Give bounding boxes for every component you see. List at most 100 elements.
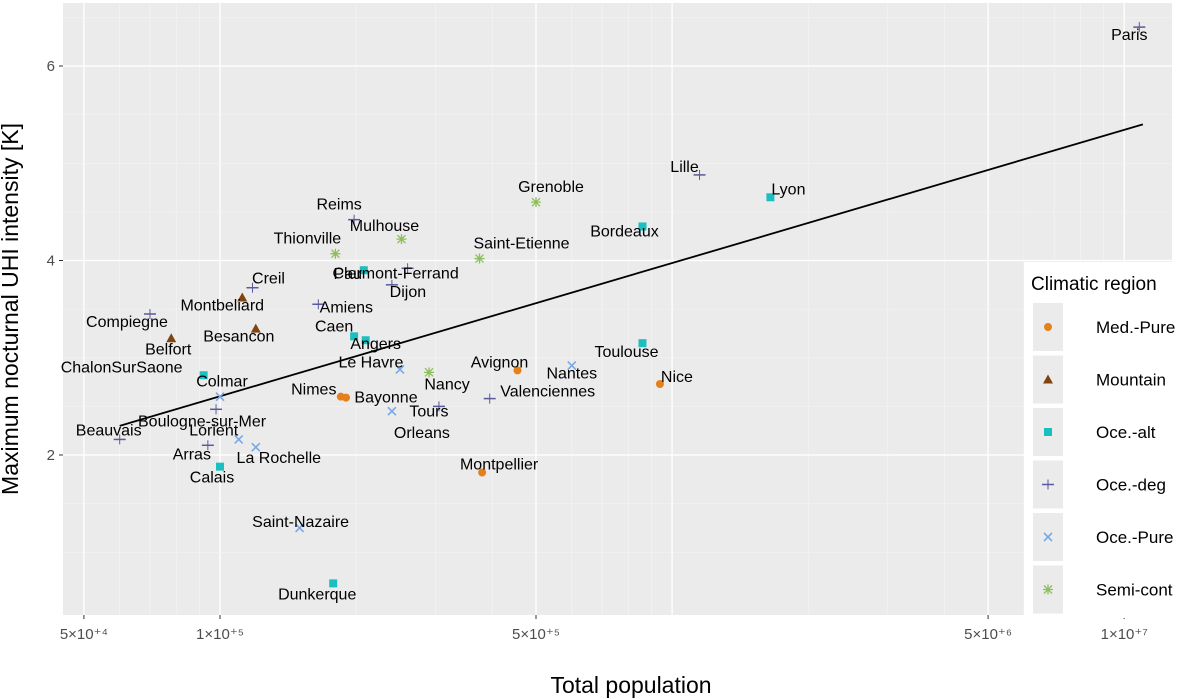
- city-label-montpellier: Montpellier: [460, 457, 539, 474]
- marker-square: [361, 336, 370, 345]
- city-label-nantes: Nantes: [546, 366, 597, 383]
- city-label-lorient: Lorient: [189, 422, 238, 439]
- city-label-orleans: Orleans: [394, 425, 450, 442]
- legend-title: Climatic region: [1031, 274, 1157, 295]
- marker-triangle: [237, 292, 248, 302]
- marker-square: [766, 193, 775, 202]
- legend-key-semi-cont: [1043, 584, 1053, 595]
- marker-x: [251, 442, 261, 452]
- city-label-thionville: Thionville: [274, 231, 342, 248]
- legend-label-mountain: Mountain: [1096, 371, 1166, 390]
- city-label-calais: Calais: [190, 470, 234, 487]
- point-saint-nazaire: [295, 523, 305, 533]
- point-la-rochelle: [251, 442, 261, 452]
- point-pau: [359, 266, 368, 275]
- point-belfort: [166, 333, 177, 343]
- point-colmar: [215, 392, 225, 402]
- point-angers: [361, 336, 370, 345]
- city-label-mulhouse: Mulhouse: [350, 218, 419, 235]
- city-label-nancy: Nancy: [424, 376, 469, 393]
- x-tick-label: 1×10⁺⁷: [1101, 626, 1148, 643]
- city-label-compiegne: Compiegne: [86, 314, 168, 331]
- point-clermont-ferrand: [401, 263, 414, 274]
- y-tick-label: 4: [47, 253, 55, 270]
- marker-square: [638, 339, 647, 348]
- city-label-la-rochelle: La Rochelle: [237, 450, 322, 467]
- point-dijon: [385, 279, 398, 290]
- marker-asterisk: [330, 248, 341, 259]
- x-tick-label: 5×10⁺⁵: [512, 626, 560, 643]
- marker-circle: [342, 393, 351, 402]
- point-paris: [1133, 22, 1146, 33]
- city-label-clermont-ferrand: Clermont-Ferrand: [332, 265, 458, 282]
- city-label-lyon: Lyon: [771, 181, 805, 198]
- point-nancy: [424, 367, 435, 378]
- point-boulogne-sur-mer: [210, 404, 223, 415]
- grid-lines: [63, 3, 1172, 615]
- legend-key-mountain: [1043, 374, 1053, 384]
- point-le-havre: [395, 364, 405, 374]
- point-lyon: [766, 193, 775, 202]
- city-label-amiens: Amiens: [320, 299, 373, 316]
- city-label-angers: Angers: [350, 336, 401, 353]
- marker-x: [1043, 532, 1053, 542]
- point-mulhouse: [396, 234, 407, 245]
- city-label-saint-nazaire: Saint-Nazaire: [252, 514, 349, 531]
- legend-label-semi-cont: Semi-cont: [1096, 581, 1173, 600]
- city-label-caen: Caen: [315, 318, 353, 335]
- point-besancon: [250, 323, 261, 333]
- trend-line: [119, 123, 1144, 427]
- marker-asterisk: [1043, 584, 1053, 595]
- marker-square: [1044, 428, 1052, 436]
- marker-x: [567, 360, 577, 371]
- point-creil: [246, 282, 259, 293]
- point-grenoble: [531, 197, 541, 208]
- point-montpellier: [478, 468, 487, 477]
- city-label-dijon: Dijon: [390, 284, 426, 301]
- legend-label-med-pure: Med.-Pure: [1096, 318, 1175, 337]
- point-orleans: [387, 406, 397, 416]
- point-beauvais: [113, 434, 126, 445]
- marker-circle: [513, 366, 522, 375]
- point-saint-etienne: [474, 253, 485, 264]
- city-label-grenoble: Grenoble: [518, 179, 584, 196]
- point-calais: [216, 462, 224, 471]
- point-reims: [348, 214, 361, 225]
- marker-square: [350, 332, 359, 341]
- marker-circle: [1044, 323, 1052, 331]
- city-label-beauvais: Beauvais: [76, 422, 142, 439]
- point-dunkerque: [329, 579, 338, 588]
- city-label-tours: Tours: [409, 403, 448, 420]
- x-tick-label: 5×10⁺⁶: [964, 626, 1012, 643]
- point-caen: [350, 332, 359, 341]
- trend-line-group: [119, 123, 1144, 427]
- point-toulouse: [638, 339, 647, 348]
- marker-square: [216, 462, 224, 471]
- y-axis-title: Maximum nocturnal UHI intensity [K]: [0, 123, 23, 495]
- point-bordeaux: [638, 222, 647, 231]
- legend: Climatic region Med.-Pure Mountain Oce.-al…: [1024, 262, 1200, 618]
- marker-circle: [478, 468, 487, 477]
- marker-x: [395, 364, 405, 374]
- city-label-toulouse: Toulouse: [594, 344, 658, 361]
- city-label-besancon: Besancon: [203, 329, 274, 346]
- point-valenciennes: [483, 393, 496, 404]
- point-thionville: [330, 248, 341, 259]
- marker-square: [329, 579, 338, 588]
- marker-x: [295, 523, 305, 533]
- city-label-montbeliard: Montbeliard: [180, 297, 264, 314]
- city-label-colmar: Colmar: [196, 374, 248, 391]
- legend-key-oce-alt: [1044, 428, 1052, 436]
- marker-square: [359, 266, 368, 275]
- x-tick-label: 5×10⁺⁴: [60, 626, 108, 643]
- point-lorient: [234, 434, 244, 445]
- city-label-lille: Lille: [670, 159, 699, 176]
- y-tick-label: 2: [47, 447, 55, 464]
- x-tick-label: 1×10⁺⁵: [196, 626, 244, 643]
- point-amiens: [312, 299, 325, 310]
- city-label-creil: Creil: [252, 271, 285, 288]
- point-arras: [201, 440, 214, 451]
- marker-asterisk: [424, 367, 435, 378]
- marker-x: [234, 434, 244, 445]
